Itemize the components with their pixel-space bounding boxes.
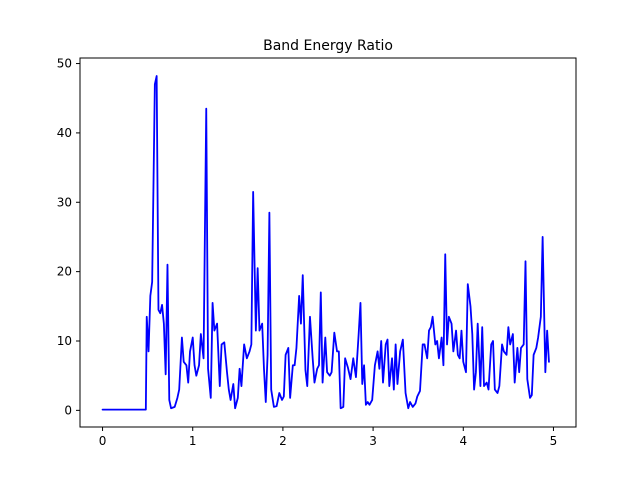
y-tick-label: 50 [57, 57, 72, 71]
x-tick-label: 3 [369, 434, 377, 448]
series-line-0 [101, 75, 550, 411]
y-tick-label: 40 [57, 126, 72, 140]
chart-title: Band Energy Ratio [263, 38, 393, 54]
x-tick-label: 1 [189, 434, 197, 448]
x-tick-label: 2 [279, 434, 287, 448]
x-tick-label: 0 [99, 434, 107, 448]
x-tick-label: 5 [550, 434, 558, 448]
plot-frame [79, 57, 577, 428]
series-layer [101, 75, 550, 411]
y-tick-label: 10 [57, 334, 72, 348]
y-tick-label: 30 [57, 195, 72, 209]
y-tick-label: 20 [57, 265, 72, 279]
x-tick-label: 4 [459, 434, 467, 448]
y-tick-label: 0 [64, 403, 72, 417]
